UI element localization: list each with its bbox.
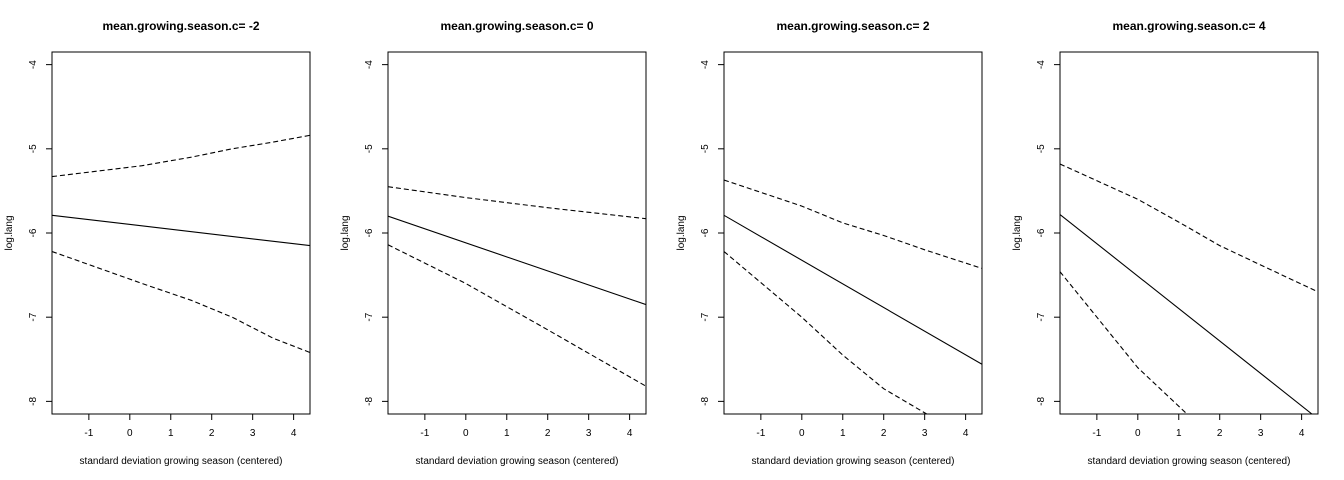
series-group: [1060, 163, 1318, 414]
x-tick-label: -1: [420, 428, 429, 439]
plot-frame: [1059, 51, 1319, 415]
y-tick-label: -8: [364, 396, 375, 405]
chart-title: mean.growing.season.c= 2: [776, 19, 929, 33]
y-tick-label: -5: [1036, 144, 1047, 153]
y-axis-label: log.lang: [676, 215, 687, 250]
x-tick-label: 3: [1258, 428, 1264, 439]
y-tick-label: -6: [1036, 228, 1047, 237]
x-tick-label: 4: [1299, 428, 1305, 439]
y-axis-label: log.lang: [340, 215, 351, 250]
fit-line: [724, 214, 982, 365]
y-tick-label: -4: [28, 60, 39, 69]
chart-panel-4: mean.growing.season.c= 4 -1 0 1 2 3 4 -4 -5 -6 -7 -…: [1012, 19, 1319, 467]
y-tick-label: -6: [28, 228, 39, 237]
plot-frame: [723, 51, 983, 415]
y-tick-label: -4: [364, 60, 375, 69]
y-tick-label: -4: [1036, 60, 1047, 69]
y-tick-label: -5: [700, 144, 711, 153]
x-axis-label: standard deviation growing season (cente…: [752, 456, 955, 467]
chart-title: mean.growing.season.c= 4: [1112, 19, 1265, 33]
upper-ci-line: [388, 186, 646, 220]
series-group: [724, 179, 982, 414]
y-tick-label: -7: [28, 312, 39, 321]
lower-ci-line: [724, 251, 927, 414]
lower-ci-line: [1060, 271, 1188, 414]
chart-title: mean.growing.season.c= -2: [102, 19, 259, 33]
x-tick-label: 1: [840, 428, 846, 439]
y-tick-label: -6: [700, 228, 711, 237]
x-tick-label: 4: [627, 428, 633, 439]
chart-panel-3: mean.growing.season.c= 2 -1 0 1 2 3 4 -4 -5 -6 -7 -…: [676, 19, 983, 467]
x-tick-label: -1: [84, 428, 93, 439]
x-tick-label: 3: [250, 428, 256, 439]
x-tick-label: 4: [963, 428, 969, 439]
x-tick-label: 2: [209, 428, 215, 439]
fit-line: [388, 215, 646, 306]
x-tick-label: 2: [1217, 428, 1223, 439]
x-tick-label: 0: [799, 428, 805, 439]
y-axis-label: log.lang: [4, 215, 15, 250]
x-tick-label: 4: [291, 428, 297, 439]
series-group: [388, 186, 646, 387]
y-axis-label: log.lang: [1012, 215, 1023, 250]
x-tick-label: 2: [545, 428, 551, 439]
x-tick-label: 0: [1135, 428, 1141, 439]
plot-frame: [51, 51, 311, 415]
series-group: [52, 134, 310, 354]
x-axis-label: standard deviation growing season (cente…: [416, 456, 619, 467]
x-tick-label: -1: [756, 428, 765, 439]
fit-line: [1060, 214, 1313, 414]
upper-ci-line: [52, 134, 310, 178]
y-tick-label: -7: [1036, 312, 1047, 321]
y-tick-label: -8: [28, 396, 39, 405]
chart-panel-1: mean.growing.season.c= -2 -1 0 1 2 3 4 -4 -5 -6 -7…: [4, 19, 311, 467]
x-tick-label: -1: [1092, 428, 1101, 439]
x-tick-label: 3: [586, 428, 592, 439]
y-tick-label: -4: [700, 60, 711, 69]
y-tick-label: -8: [700, 396, 711, 405]
x-axis-label: standard deviation growing season (cente…: [80, 456, 283, 467]
x-tick-label: 3: [922, 428, 928, 439]
plot-frame: [387, 51, 647, 415]
upper-ci-line: [1060, 163, 1318, 293]
x-tick-label: 2: [881, 428, 887, 439]
x-tick-label: 1: [168, 428, 174, 439]
upper-ci-line: [724, 179, 982, 269]
lower-ci-line: [388, 244, 646, 387]
x-tick-label: 0: [127, 428, 133, 439]
x-axis-label: standard deviation growing season (cente…: [1088, 456, 1291, 467]
fit-line: [52, 214, 310, 247]
y-tick-label: -5: [364, 144, 375, 153]
x-tick-label: 1: [1176, 428, 1182, 439]
x-tick-label: 1: [504, 428, 510, 439]
y-tick-label: -7: [700, 312, 711, 321]
chart-title: mean.growing.season.c= 0: [440, 19, 593, 33]
y-tick-label: -7: [364, 312, 375, 321]
y-tick-label: -6: [364, 228, 375, 237]
lower-ci-line: [52, 250, 310, 354]
y-tick-label: -8: [1036, 396, 1047, 405]
y-tick-label: -5: [28, 144, 39, 153]
chart-panel-2: mean.growing.season.c= 0 -1 0 1 2 3 4 -4 -5 -6 -7 -…: [340, 19, 647, 467]
x-tick-label: 0: [463, 428, 469, 439]
